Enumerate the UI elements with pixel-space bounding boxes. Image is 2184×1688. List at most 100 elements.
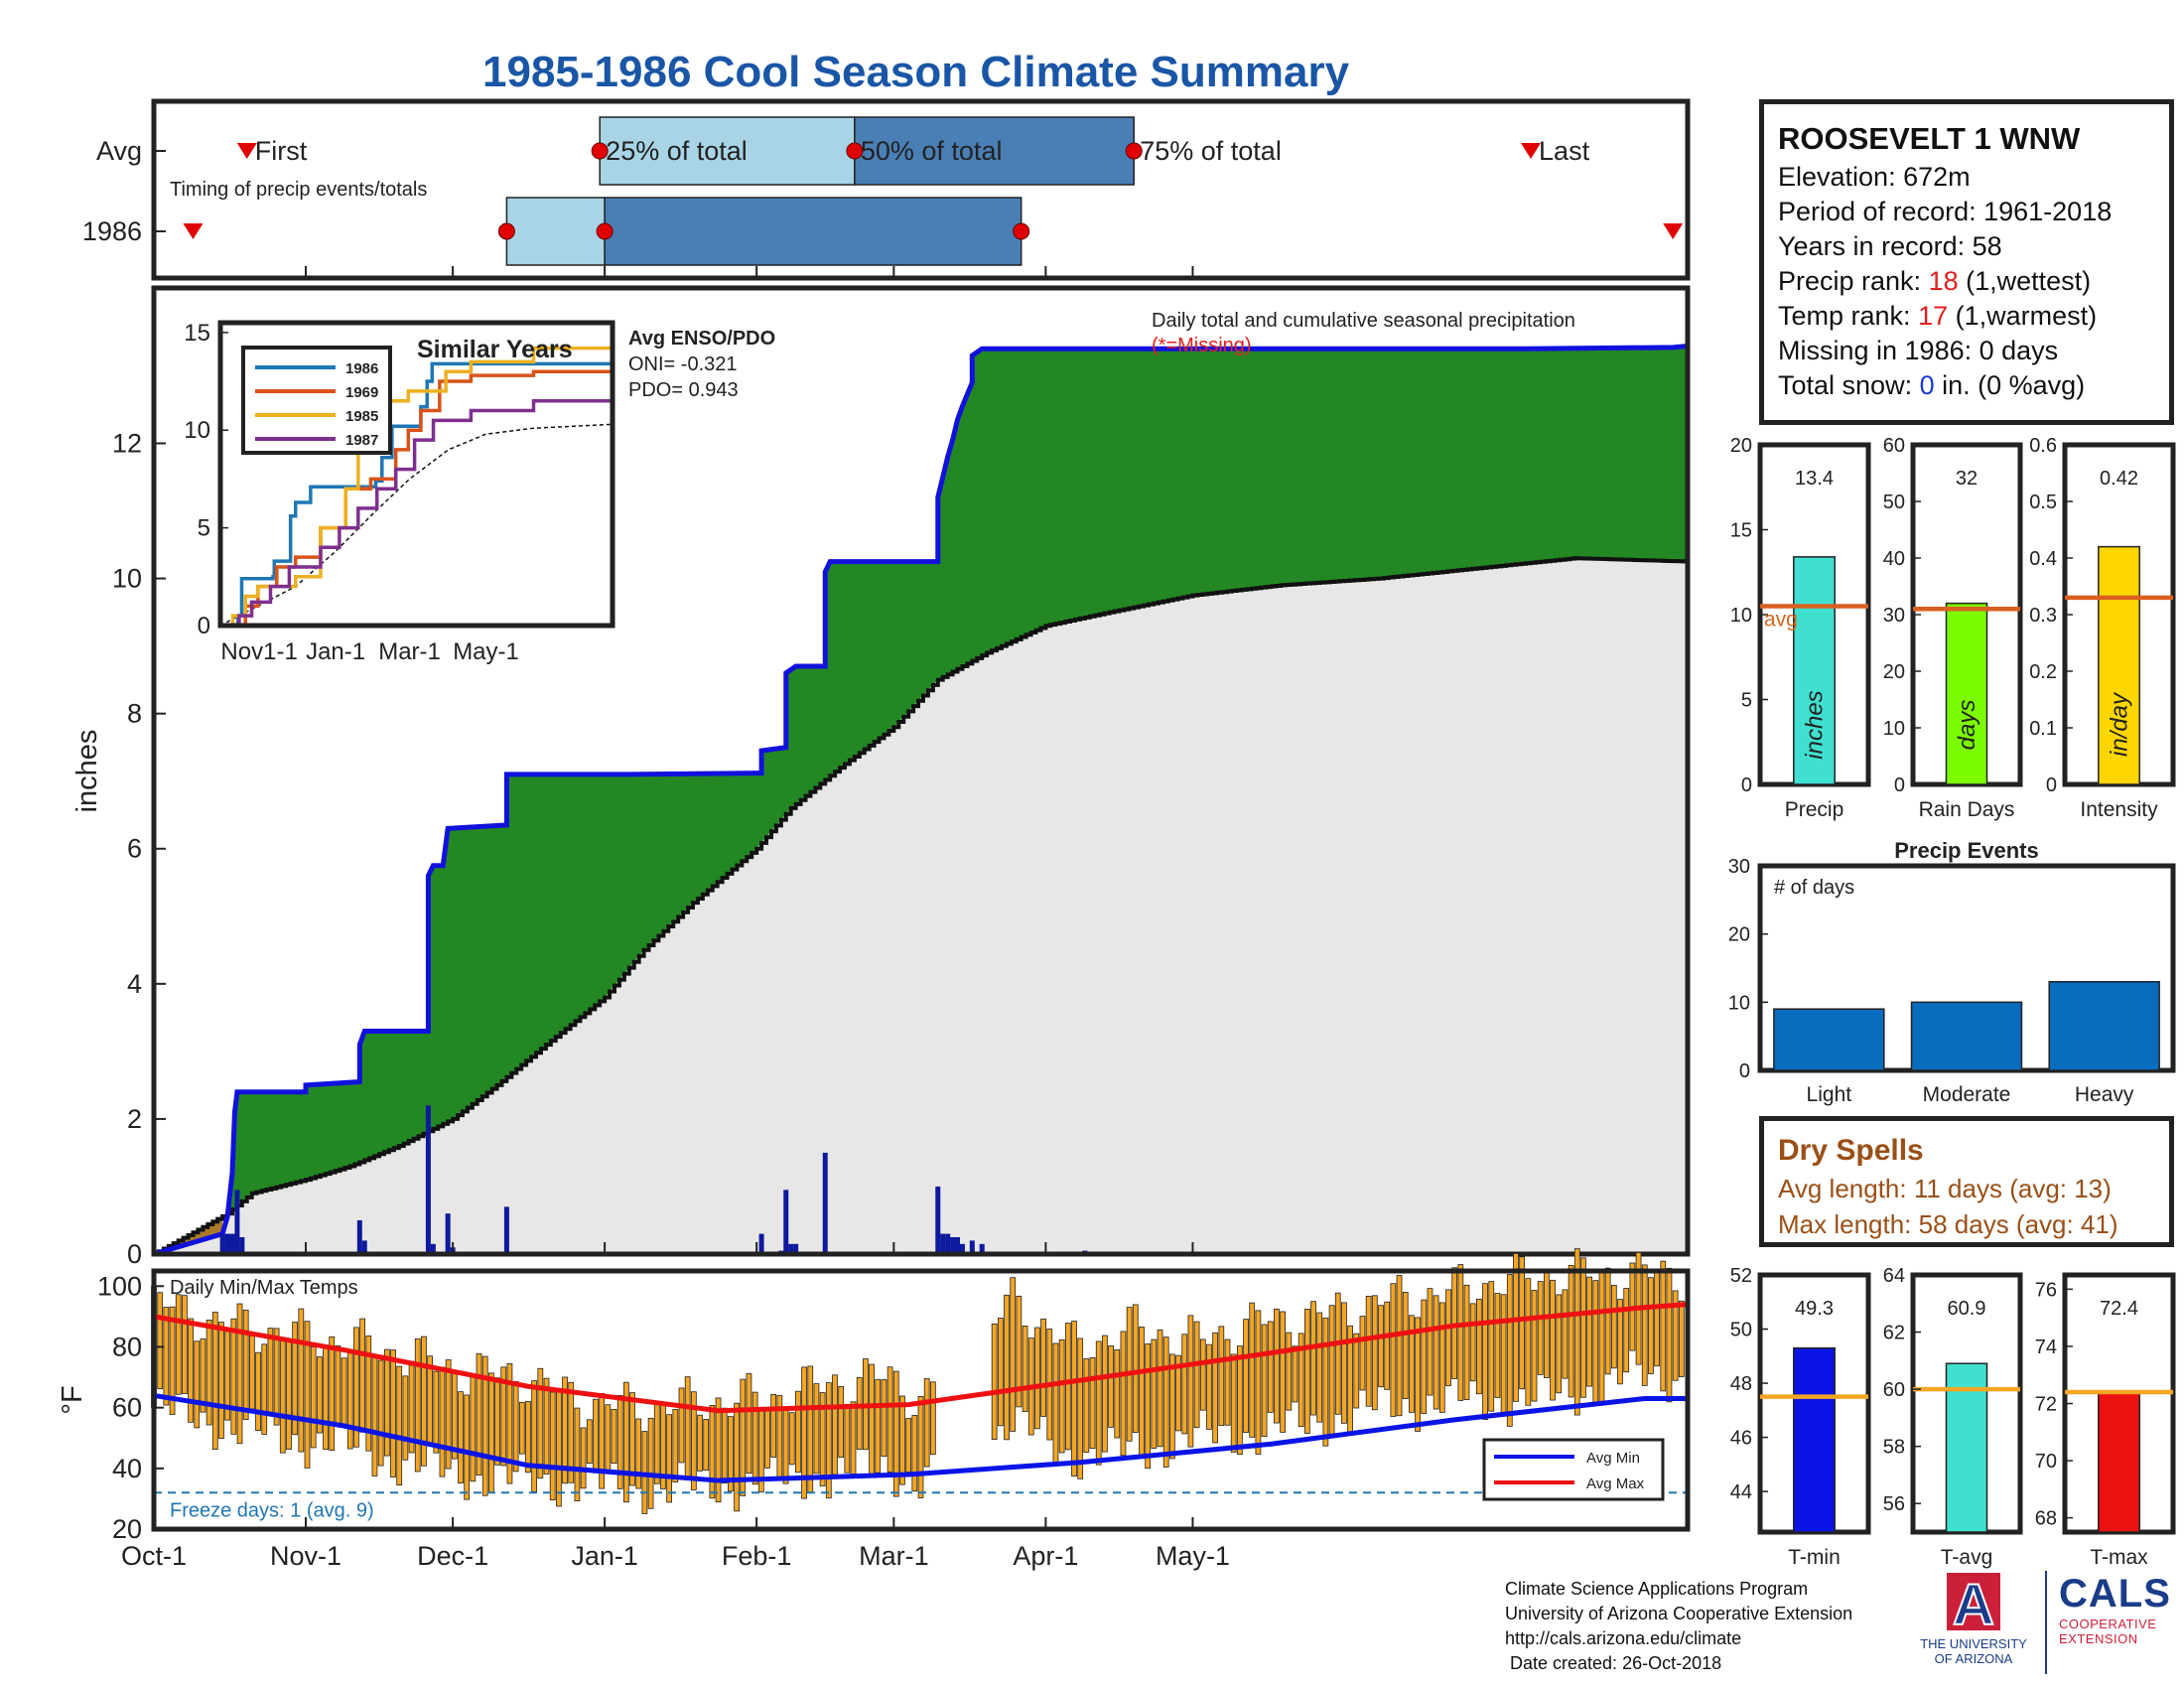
t_max-ytick-label: 76 [2035,1279,2057,1301]
precip-events-category-label: Moderate [1923,1083,2011,1106]
snow-label: Total snow: [1778,370,1920,400]
inset-ytick-label: 10 [184,417,210,444]
ua-text-2: OF ARIZONA [1934,1651,2013,1666]
daily-temp-bar [887,1366,893,1473]
intensity-ytick-label: 0.1 [2029,718,2057,740]
daily-temp-bar [267,1328,274,1416]
daily-temp-bar [1016,1295,1023,1408]
daily-temp-bar [1365,1296,1372,1407]
daily-temp-bar [1297,1333,1304,1428]
snow-value: 0 [1919,370,1935,400]
precip-events-category-label: Heavy [2075,1083,2134,1106]
daily-temp-bar [481,1355,488,1496]
precip-ytick-label: 0 [127,1239,142,1269]
station-years: Years in record: 58 [1778,231,2002,261]
daily-temp-bar [1580,1257,1586,1398]
temp-legend-max-label: Avg Max [1586,1476,1645,1492]
daily-temp-bar [838,1385,845,1459]
daily-temp-bar [1089,1356,1096,1450]
daily-temp-bar [1212,1332,1219,1444]
daily-temp-bar [635,1418,642,1489]
precip-rank-label: Precip rank: [1778,266,1929,296]
daily-precip-bar [822,1152,828,1254]
time-axis-label: Oct-1 [121,1541,187,1571]
daily-temp-bar [488,1372,494,1493]
time-axis-label: Apr-1 [1013,1541,1078,1571]
daily-temp-bar [770,1393,777,1458]
rain_days-ytick-label: 50 [1883,492,1905,513]
daily-temp-bar [249,1335,255,1410]
daily-temp-bar [1488,1281,1495,1412]
daily-temp-bar [740,1378,747,1496]
daily-temp-bar [1151,1338,1158,1449]
daily-temp-bar [230,1318,237,1435]
daily-temp-bar [470,1373,477,1482]
t_min-ytick-label: 48 [1730,1373,1752,1395]
daily-temp-bar [236,1303,243,1445]
intensity-value-label: 0.42 [2100,468,2138,490]
daily-temp-bar [684,1376,691,1480]
t_avg-value-label: 60.9 [1948,1298,1986,1320]
daily-temp-bar [1095,1340,1102,1466]
daily-temp-bar [832,1374,838,1476]
precip-ylabel: inches [71,730,103,813]
daily-temp-bar [703,1419,710,1472]
daily-precip-bar [969,1240,975,1254]
rain_days-xlabel: Rain Days [1919,798,2015,821]
daily-temp-bar [543,1377,550,1475]
daily-temp-bar [616,1395,623,1489]
daily-temp-bar [433,1370,440,1454]
daily-temp-bar [175,1294,182,1395]
inset-legend-label: 1985 [345,408,378,425]
temp-ytick-label: 20 [112,1514,142,1544]
t_max-ytick-label: 68 [2035,1508,2057,1530]
daily-precip-bar [758,1233,764,1254]
daily-temp-bar [1077,1337,1084,1479]
daily-temp-bar [261,1343,268,1435]
t_max-ytick-label: 70 [2035,1451,2057,1473]
daily-temp-bar [292,1322,299,1436]
daily-temp-bar [1678,1300,1685,1377]
intensity-ytick-label: 0 [2046,774,2057,796]
daily-temp-bar [549,1391,556,1501]
daily-temp-bar [1139,1326,1145,1458]
daily-temp-bar [709,1404,716,1499]
t_min-ytick-label: 50 [1730,1320,1752,1341]
precip-events-bar [1773,1008,1885,1071]
daily-temp-bar [279,1339,286,1454]
t_max-value-label: 72.4 [2100,1298,2138,1320]
daily-temp-bar [599,1393,606,1489]
daily-temp-bar [304,1321,311,1469]
precip-events-ytick-label: 20 [1728,924,1750,946]
daily-temp-bar [1371,1295,1378,1411]
credits: Climate Science Applications Program Univ… [1505,1577,1852,1676]
daily-temp-bar [414,1337,421,1473]
daily-temp-bar [1654,1271,1660,1367]
daily-temp-bar [734,1402,740,1512]
daily-temp-bar [464,1394,471,1500]
temp-ytick-label: 60 [112,1393,142,1423]
daily-temp-bar [1378,1305,1384,1388]
daily-precip-bar [793,1243,799,1254]
time-axis-label: Mar-1 [859,1541,929,1571]
t_avg-ytick-label: 58 [1883,1437,1905,1459]
daily-temp-bar [869,1363,875,1476]
daily-temp-bar [1010,1277,1017,1432]
inset-average-line [219,423,614,627]
daily-temp-bar [844,1403,851,1474]
daily-temp-bar [1280,1311,1286,1433]
rain_days-ytick-label: 20 [1883,661,1905,683]
precip-ytick-label: 4 [127,969,142,999]
daily-temp-bar [764,1407,770,1469]
daily-temp-bar [911,1415,918,1492]
daily-temp-bar [1573,1248,1580,1416]
daily-temp-bar [1274,1308,1280,1424]
daily-temp-bar [1513,1253,1519,1402]
daily-temp-bar [1328,1305,1335,1438]
temp-panel-frame [151,1268,1691,1532]
daily-temp-bar [182,1295,188,1394]
t_min-value-label: 49.3 [1795,1298,1834,1320]
daily-temp-bar [1623,1288,1630,1373]
daily-temp-bar [1610,1285,1617,1369]
daily-temp-bar [746,1372,752,1475]
